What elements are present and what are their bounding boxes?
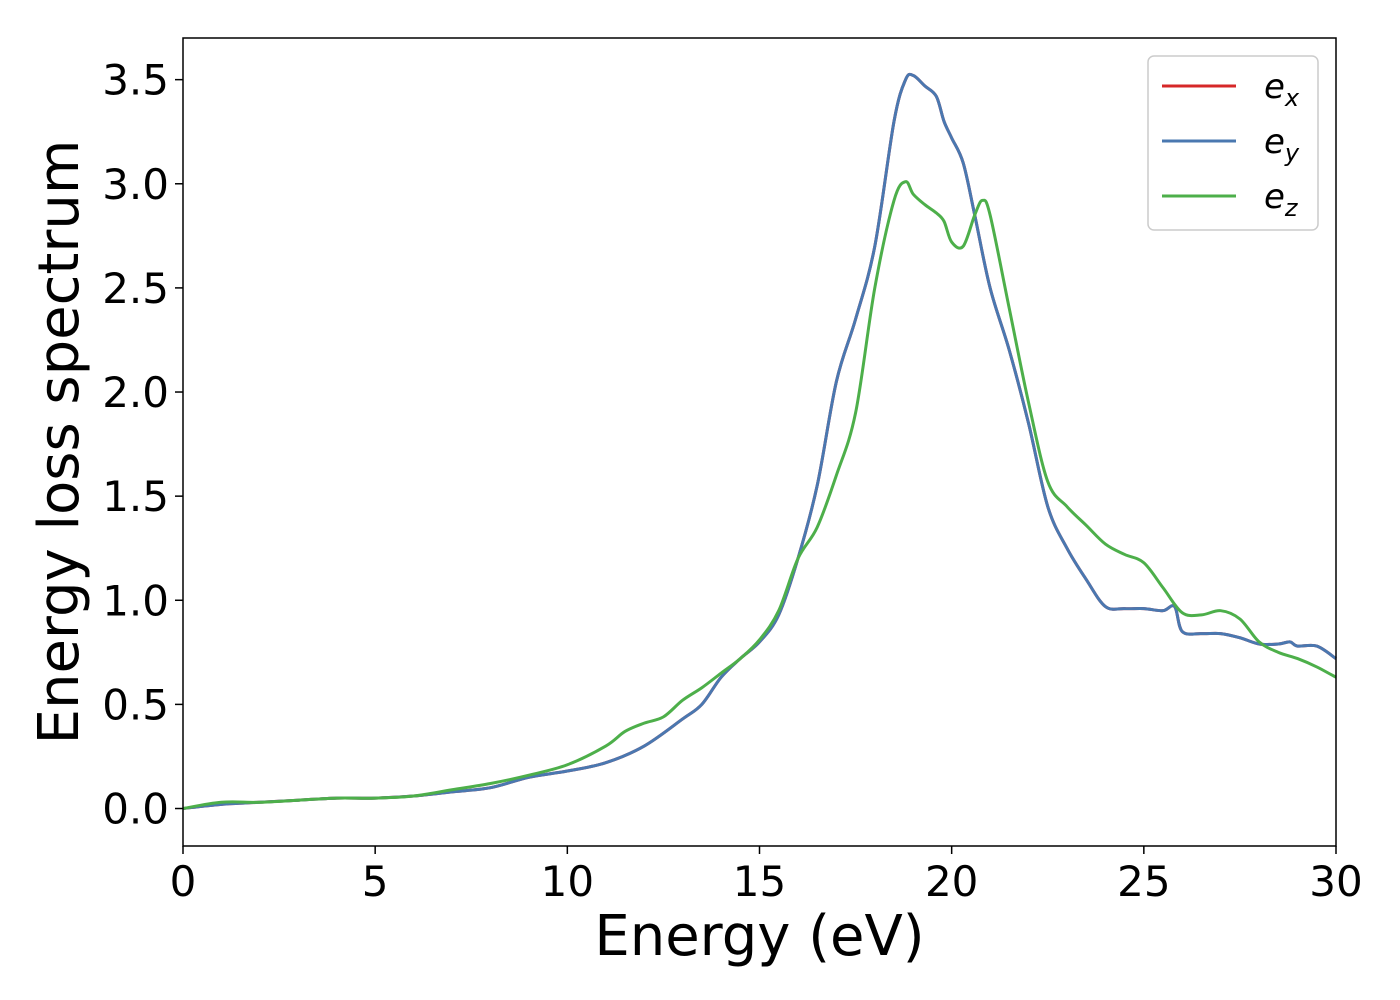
legend-label-ey: ey (1264, 122, 1300, 167)
legend-label-ex: ex (1264, 67, 1300, 112)
series-lines (182, 72, 1337, 811)
x-tick-label: 10 (541, 857, 594, 906)
series-line-ey (182, 72, 1337, 811)
y-axis-label: Energy loss spectrum (27, 140, 92, 745)
x-tick-label: 30 (1309, 857, 1362, 906)
y-tick-label: 0.5 (102, 680, 169, 729)
y-tick-label: 1.0 (102, 576, 169, 625)
x-tick-label: 20 (925, 857, 978, 906)
y-tick-label: 1.5 (102, 472, 169, 521)
x-axis-label: Energy (eV) (594, 904, 924, 969)
x-tick-label: 0 (170, 857, 197, 906)
legend-box (1147, 55, 1319, 231)
y-axis-ticks: 0.0 0.5 1.0 1.5 2.0 2.5 3.0 3.5 (102, 56, 183, 834)
y-tick-label: 3.5 (102, 56, 169, 105)
legend: ex ey ez (1147, 55, 1319, 231)
series-line-ez (182, 180, 1337, 811)
y-tick-label: 2.0 (102, 368, 169, 417)
x-tick-label: 15 (733, 857, 786, 906)
y-tick-label: 3.0 (102, 160, 169, 209)
y-tick-label: 2.5 (102, 264, 169, 313)
x-tick-label: 5 (362, 857, 389, 906)
legend-label-ez: ez (1264, 177, 1299, 222)
x-tick-label: 25 (1117, 857, 1170, 906)
x-axis-ticks: 0 5 10 15 20 25 30 (170, 846, 1363, 906)
y-tick-label: 0.0 (102, 785, 169, 834)
